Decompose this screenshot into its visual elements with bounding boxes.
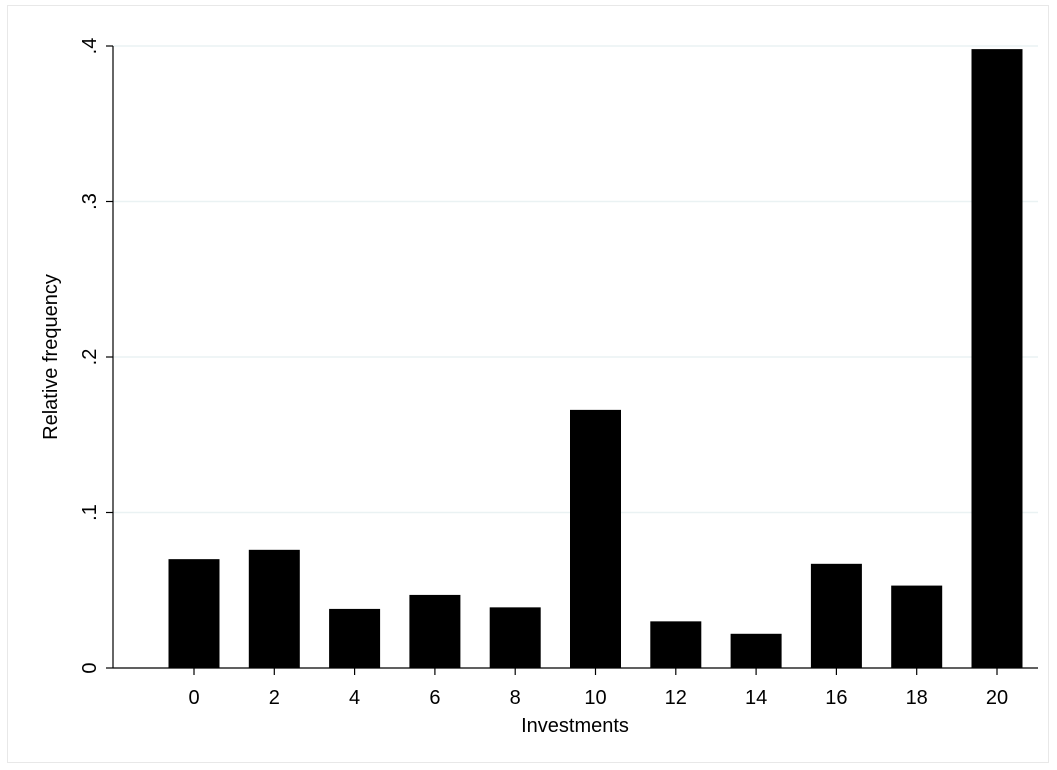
x-tick-label: 0	[188, 687, 199, 709]
x-tick-label: 2	[269, 687, 280, 709]
x-tick-label: 8	[510, 687, 521, 709]
y-tick-label: .3	[79, 193, 101, 210]
bar-0	[168, 559, 220, 668]
x-tick-label: 6	[429, 687, 440, 709]
y-tick-labels: 0 .1 .2 .3 .4	[79, 38, 113, 674]
x-tick-label: 14	[745, 687, 767, 709]
bar-18	[891, 585, 943, 668]
y-tick-label: .4	[79, 38, 101, 55]
y-axis-title: Relative frequency	[40, 274, 62, 440]
y-tick-label: .1	[79, 504, 101, 521]
x-tick-label: 10	[584, 687, 606, 709]
bar-12	[650, 621, 702, 668]
bar-2	[248, 549, 300, 668]
x-tick-label: 16	[825, 687, 847, 709]
bar-4	[329, 608, 381, 668]
bar-6	[409, 594, 461, 668]
x-tick-label: 12	[665, 687, 687, 709]
x-tick-label: 20	[986, 687, 1008, 709]
bars	[168, 49, 1023, 669]
bar-16	[810, 563, 862, 668]
x-tick-labels: 0 2 4 6 8 10 12 14 16 18 20	[188, 668, 1008, 709]
y-tick-label: 0	[79, 662, 101, 673]
bar-10	[570, 409, 621, 668]
bar-20	[971, 49, 1023, 669]
x-tick-label: 4	[349, 687, 360, 709]
y-tick-label: .2	[79, 349, 101, 366]
bar-8	[489, 607, 541, 668]
bar-14	[730, 633, 782, 668]
x-tick-label: 18	[906, 687, 928, 709]
x-axis-title: Investments	[521, 715, 629, 737]
